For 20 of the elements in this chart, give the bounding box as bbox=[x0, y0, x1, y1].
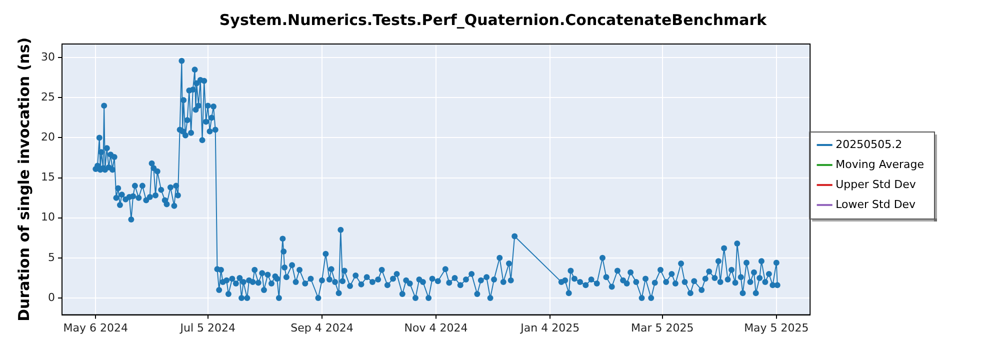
y-tick-label: 20 bbox=[40, 130, 55, 144]
y-tick-label: 25 bbox=[40, 90, 55, 104]
legend-label: Lower Std Dev bbox=[836, 198, 916, 211]
y-tick-label: 5 bbox=[48, 250, 55, 264]
legend-label: 20250505.2 bbox=[836, 138, 902, 151]
x-tick-label: Sep 4 2024 bbox=[290, 321, 354, 334]
x-tick-label: Jan 4 2025 bbox=[520, 321, 580, 334]
legend-label: Moving Average bbox=[836, 158, 924, 171]
y-tick-label: 10 bbox=[40, 210, 55, 224]
y-axis-title: Duration of single invocation (ns) bbox=[14, 37, 33, 322]
x-tick-label: May 6 2024 bbox=[63, 321, 128, 334]
x-tick-label: Jul 5 2024 bbox=[179, 321, 236, 334]
y-tick-label: 0 bbox=[48, 290, 55, 304]
y-tick-label: 30 bbox=[40, 50, 55, 64]
legend-label: Upper Std Dev bbox=[836, 178, 916, 191]
chart-title: System.Numerics.Tests.Perf_Quaternion.ConcatenateBenchmark bbox=[219, 10, 768, 29]
x-tick-label: Nov 4 2024 bbox=[404, 321, 468, 334]
x-tick-label: Mar 5 2025 bbox=[630, 321, 694, 334]
x-tick-label: May 5 2025 bbox=[744, 321, 809, 334]
y-tick-label: 15 bbox=[40, 170, 55, 184]
